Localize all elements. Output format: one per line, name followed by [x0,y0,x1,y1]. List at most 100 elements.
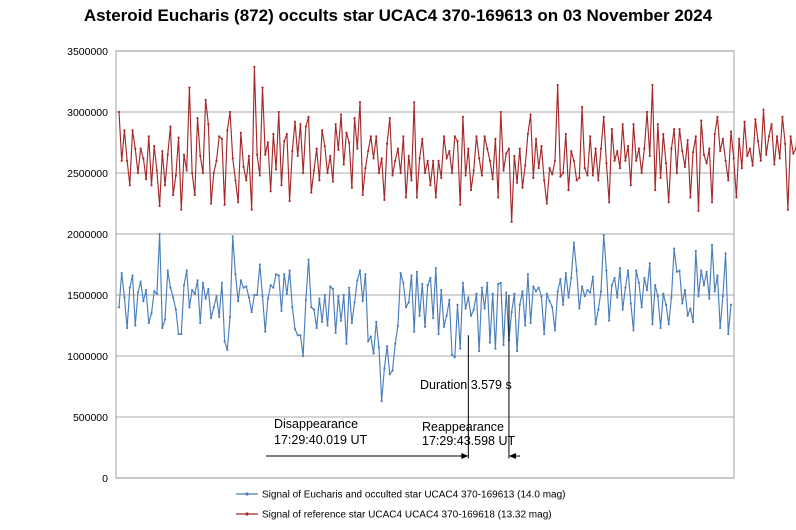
data-point [640,306,643,309]
data-point [505,152,508,155]
data-point [713,290,716,293]
data-point [231,235,234,238]
data-point [786,208,789,211]
data-point [599,290,603,293]
data-point [589,135,592,138]
data-point [421,282,424,286]
data-point [150,312,153,315]
data-point [142,300,145,303]
data-point [372,157,375,160]
data-point [277,110,280,114]
data-point [529,113,532,116]
data-point [150,184,153,187]
data-point [635,269,638,272]
data-point [480,174,483,177]
data-point [274,168,278,171]
data-point [467,296,470,299]
data-point [288,269,291,272]
data-point [126,326,129,330]
data-point [545,292,548,295]
data-point [510,220,513,223]
data-point [586,174,589,177]
data-point [367,149,370,153]
data-point [310,191,313,194]
data-point [586,289,589,292]
data-point [629,184,632,187]
y-tick-label: 3000000 [67,107,108,119]
data-point [594,323,597,326]
data-point [762,108,765,111]
data-point [570,149,573,153]
data-point [339,113,343,116]
data-point [337,148,340,151]
data-point [432,317,435,320]
series-points-reference [117,65,796,223]
data-point [570,276,573,280]
data-point [656,295,659,298]
legend-marker-reference [245,512,249,516]
data-point [740,167,743,170]
data-point [673,247,676,250]
data-point [697,209,700,212]
data-point [350,321,353,325]
data-point [453,135,456,138]
data-point [147,135,150,138]
data-point [144,178,148,181]
data-point [778,157,781,160]
data-point [700,119,703,122]
data-point [356,147,359,150]
event-annotations: Duration 3.579 s Disappearance 17:29:40.… [266,295,520,460]
plot-area-border [115,50,735,479]
data-point [421,137,424,140]
data-point [613,276,616,280]
data-point [594,147,597,150]
data-point [291,306,294,309]
data-point [456,303,459,306]
data-point [396,324,400,327]
data-point [329,285,332,288]
data-point [754,118,757,121]
data-point [627,145,630,148]
data-point [505,291,508,294]
data-point [621,123,624,126]
data-point [724,159,727,162]
data-point [553,159,557,162]
data-point [361,300,364,303]
data-point [193,292,196,295]
data-point [117,110,121,114]
data-point [161,149,164,153]
data-point [708,147,711,150]
data-point [369,335,372,338]
data-point [177,332,180,336]
data-point [413,330,416,333]
data-point [572,159,576,162]
data-point [345,342,348,345]
data-point [266,297,270,300]
data-point [342,163,345,166]
data-point [494,347,497,350]
data-point [283,140,286,143]
series-points-eucharis [117,232,733,403]
grid-lines [115,50,735,479]
data-point [196,117,199,120]
data-point [264,330,267,333]
data-point [524,324,527,327]
data-point [456,140,459,143]
data-point [323,145,326,148]
data-point [174,308,177,311]
data-point [291,149,294,153]
data-point [789,135,792,138]
data-point [429,184,432,187]
data-point [461,115,465,118]
disappearance-label: Disappearance [274,417,358,431]
data-point [792,152,795,155]
data-point [673,127,676,131]
data-point [331,287,335,290]
data-point [391,369,394,372]
data-point [721,137,724,140]
data-point [507,147,511,150]
data-point [681,302,684,305]
data-point [209,317,213,320]
data-point [410,179,413,182]
data-point [469,314,473,317]
